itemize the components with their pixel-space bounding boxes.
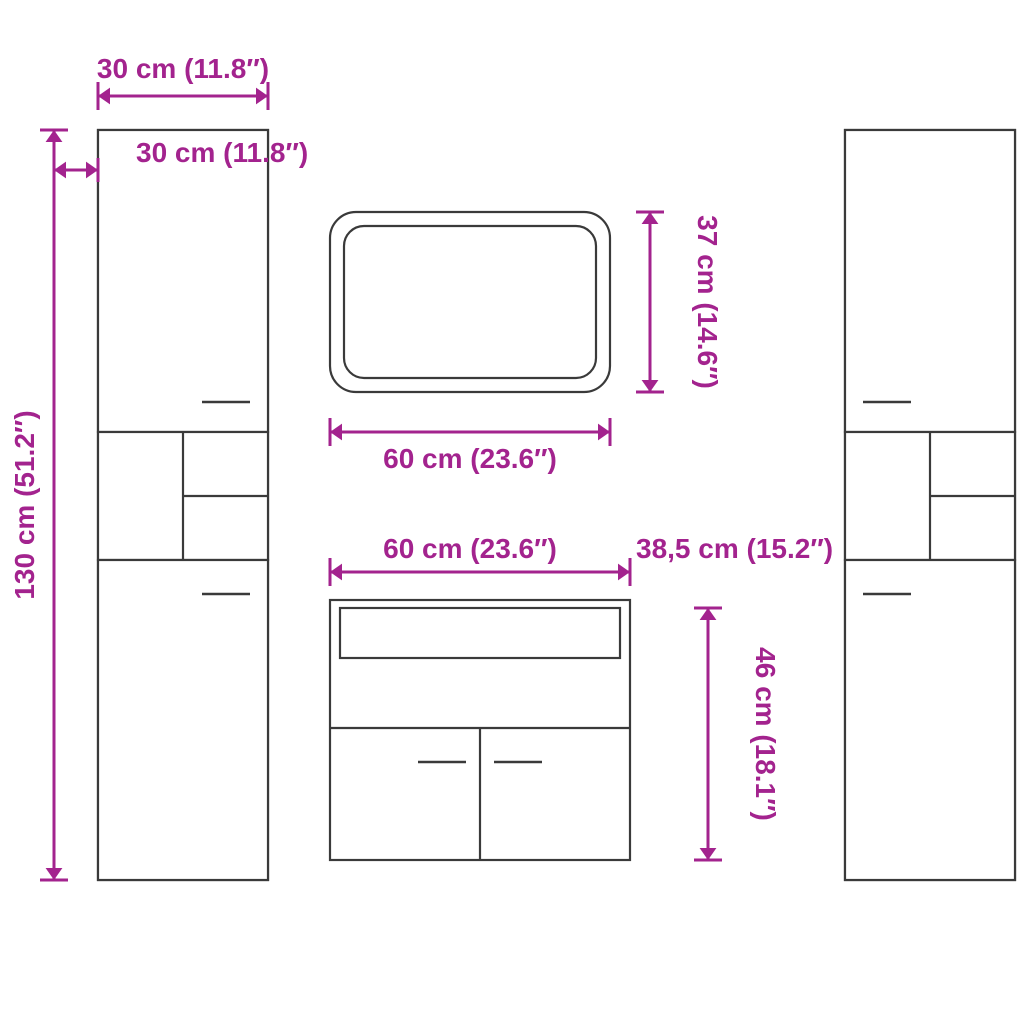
dim-cab-height: 130 cm (51.2″) — [9, 410, 40, 599]
dim-vanity-width: 60 cm (23.6″) — [383, 533, 557, 564]
right-cabinet — [845, 130, 1015, 880]
dim-cab-depth: 30 cm (11.8″) — [136, 137, 308, 168]
vanity-cabinet — [330, 600, 630, 860]
dim-vanity-depth: 38,5 cm (15.2″) — [636, 533, 833, 564]
dim-mirror-height: 37 cm (14.6″) — [692, 215, 723, 389]
mirror — [330, 212, 610, 392]
dim-mirror-width: 60 cm (23.6″) — [383, 443, 557, 474]
dim-vanity-height: 46 cm (18.1″) — [750, 647, 781, 821]
dim-cab-width: 30 cm (11.8″) — [97, 53, 269, 84]
left-cabinet — [98, 130, 268, 880]
